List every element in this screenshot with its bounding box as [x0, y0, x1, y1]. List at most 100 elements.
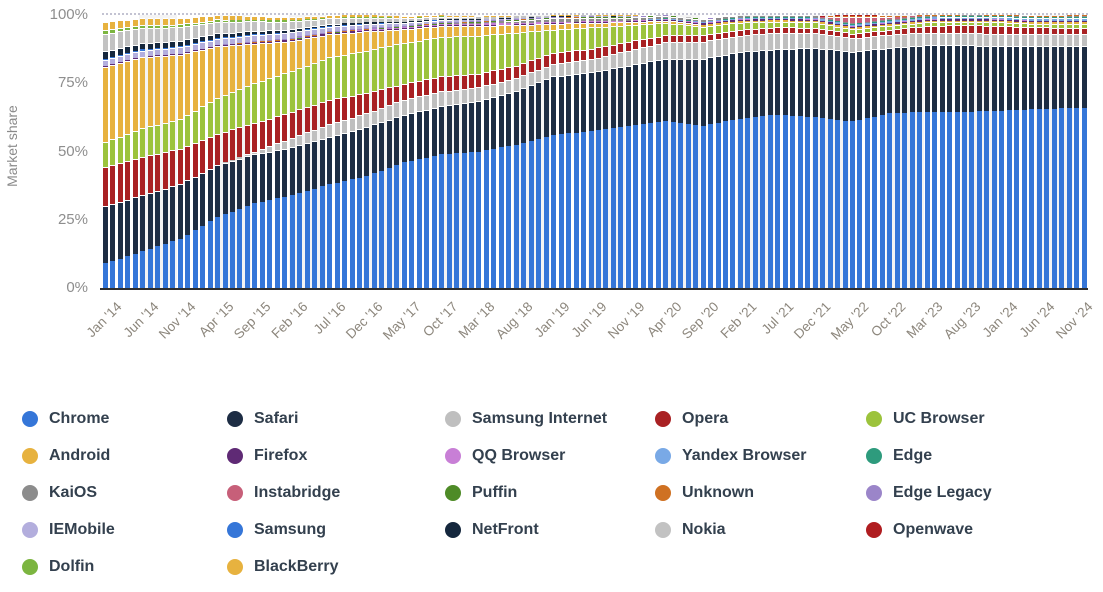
stacked-bar[interactable] [693, 17, 699, 288]
stacked-bar[interactable] [917, 15, 923, 288]
stacked-bar[interactable] [170, 18, 176, 288]
stacked-bar[interactable] [222, 14, 228, 288]
stacked-bar[interactable] [297, 16, 303, 288]
stacked-bar[interactable] [312, 16, 318, 288]
stacked-bar[interactable] [805, 16, 811, 288]
stacked-bar[interactable] [1006, 15, 1012, 288]
stacked-bar[interactable] [506, 16, 512, 288]
legend-item-puffin[interactable]: Puffin [445, 484, 655, 501]
stacked-bar[interactable] [401, 16, 407, 288]
stacked-bar[interactable] [864, 14, 870, 288]
stacked-bar[interactable] [342, 15, 348, 288]
legend-item-instabridge[interactable]: Instabridge [227, 484, 445, 501]
stacked-bar[interactable] [229, 15, 235, 288]
legend-item-openwave[interactable]: Openwave [866, 521, 992, 538]
stacked-bar[interactable] [1036, 16, 1042, 288]
legend-item-yandex-browser[interactable]: Yandex Browser [655, 447, 866, 464]
stacked-bar[interactable] [364, 15, 370, 288]
stacked-bar[interactable] [252, 15, 258, 288]
stacked-bar[interactable] [566, 15, 572, 288]
stacked-bar[interactable] [842, 14, 848, 288]
stacked-bar[interactable] [894, 15, 900, 288]
stacked-bar[interactable] [976, 14, 982, 288]
stacked-bar[interactable] [200, 16, 206, 288]
stacked-bar[interactable] [394, 16, 400, 288]
stacked-bar[interactable] [431, 15, 437, 288]
legend-item-blackberry[interactable]: BlackBerry [227, 558, 445, 575]
stacked-bar[interactable] [379, 15, 385, 288]
stacked-bar[interactable] [633, 15, 639, 288]
stacked-bar[interactable] [1029, 15, 1035, 288]
stacked-bar[interactable] [147, 18, 153, 288]
stacked-bar[interactable] [969, 14, 975, 288]
stacked-bar[interactable] [767, 15, 773, 288]
stacked-bar[interactable] [304, 16, 310, 288]
stacked-bar[interactable] [640, 16, 646, 288]
stacked-bar[interactable] [446, 15, 452, 288]
stacked-bar[interactable] [409, 16, 415, 288]
stacked-bar[interactable] [775, 15, 781, 288]
stacked-bar[interactable] [132, 19, 138, 288]
stacked-bar[interactable] [416, 16, 422, 288]
stacked-bar[interactable] [947, 14, 953, 288]
stacked-bar[interactable] [962, 14, 967, 288]
stacked-bar[interactable] [902, 15, 908, 288]
stacked-bar[interactable] [820, 16, 826, 288]
stacked-bar[interactable] [289, 17, 295, 288]
stacked-bar[interactable] [110, 21, 116, 288]
stacked-bar[interactable] [790, 15, 796, 288]
stacked-bar[interactable] [924, 15, 930, 288]
stacked-bar[interactable] [655, 15, 661, 288]
legend-item-dolfin[interactable]: Dolfin [22, 558, 227, 575]
stacked-bar[interactable] [610, 15, 616, 288]
stacked-bar[interactable] [1021, 15, 1027, 288]
stacked-bar[interactable] [670, 15, 676, 288]
stacked-bar[interactable] [999, 15, 1005, 288]
stacked-bar[interactable] [872, 15, 878, 288]
stacked-bar[interactable] [103, 21, 108, 288]
legend-item-android[interactable]: Android [22, 447, 227, 464]
stacked-bar[interactable] [439, 15, 445, 288]
stacked-bar[interactable] [849, 14, 855, 288]
stacked-bar[interactable] [797, 16, 803, 288]
stacked-bar[interactable] [483, 16, 489, 288]
stacked-bar[interactable] [939, 15, 945, 288]
stacked-bar[interactable] [700, 18, 706, 288]
stacked-bar[interactable] [349, 15, 355, 288]
stacked-bar[interactable] [737, 15, 743, 288]
stacked-bar[interactable] [117, 20, 123, 288]
legend-item-edge[interactable]: Edge [866, 447, 992, 464]
stacked-bar[interactable] [244, 15, 250, 288]
stacked-bar[interactable] [551, 15, 557, 288]
legend-item-firefox[interactable]: Firefox [227, 447, 445, 464]
legend-item-samsung-internet[interactable]: Samsung Internet [445, 410, 655, 427]
stacked-bar[interactable] [327, 15, 333, 288]
legend-item-qq-browser[interactable]: QQ Browser [445, 447, 655, 464]
stacked-bar[interactable] [386, 16, 392, 288]
stacked-bar[interactable] [469, 16, 474, 288]
stacked-bar[interactable] [984, 15, 990, 288]
stacked-bar[interactable] [663, 15, 669, 288]
stacked-bar[interactable] [454, 16, 460, 288]
stacked-bar[interactable] [259, 16, 265, 288]
stacked-bar[interactable] [177, 18, 183, 288]
stacked-bar[interactable] [581, 15, 587, 288]
stacked-bar[interactable] [476, 16, 482, 288]
stacked-bar[interactable] [1014, 15, 1020, 288]
stacked-bar[interactable] [678, 16, 684, 288]
stacked-bar[interactable] [521, 15, 527, 288]
stacked-bar[interactable] [513, 15, 519, 288]
stacked-bar[interactable] [573, 15, 579, 288]
stacked-bar[interactable] [991, 15, 997, 288]
stacked-bar[interactable] [685, 17, 691, 288]
stacked-bar[interactable] [715, 18, 721, 288]
stacked-bar[interactable] [356, 15, 362, 288]
stacked-bar[interactable] [648, 15, 654, 288]
legend-item-netfront[interactable]: NetFront [445, 521, 655, 538]
stacked-bar[interactable] [625, 15, 631, 288]
legend-item-edge-legacy[interactable]: Edge Legacy [866, 484, 992, 501]
stacked-bar[interactable] [192, 16, 198, 288]
stacked-bar[interactable] [835, 15, 841, 288]
stacked-bar[interactable] [722, 17, 728, 288]
stacked-bar[interactable] [125, 19, 131, 288]
